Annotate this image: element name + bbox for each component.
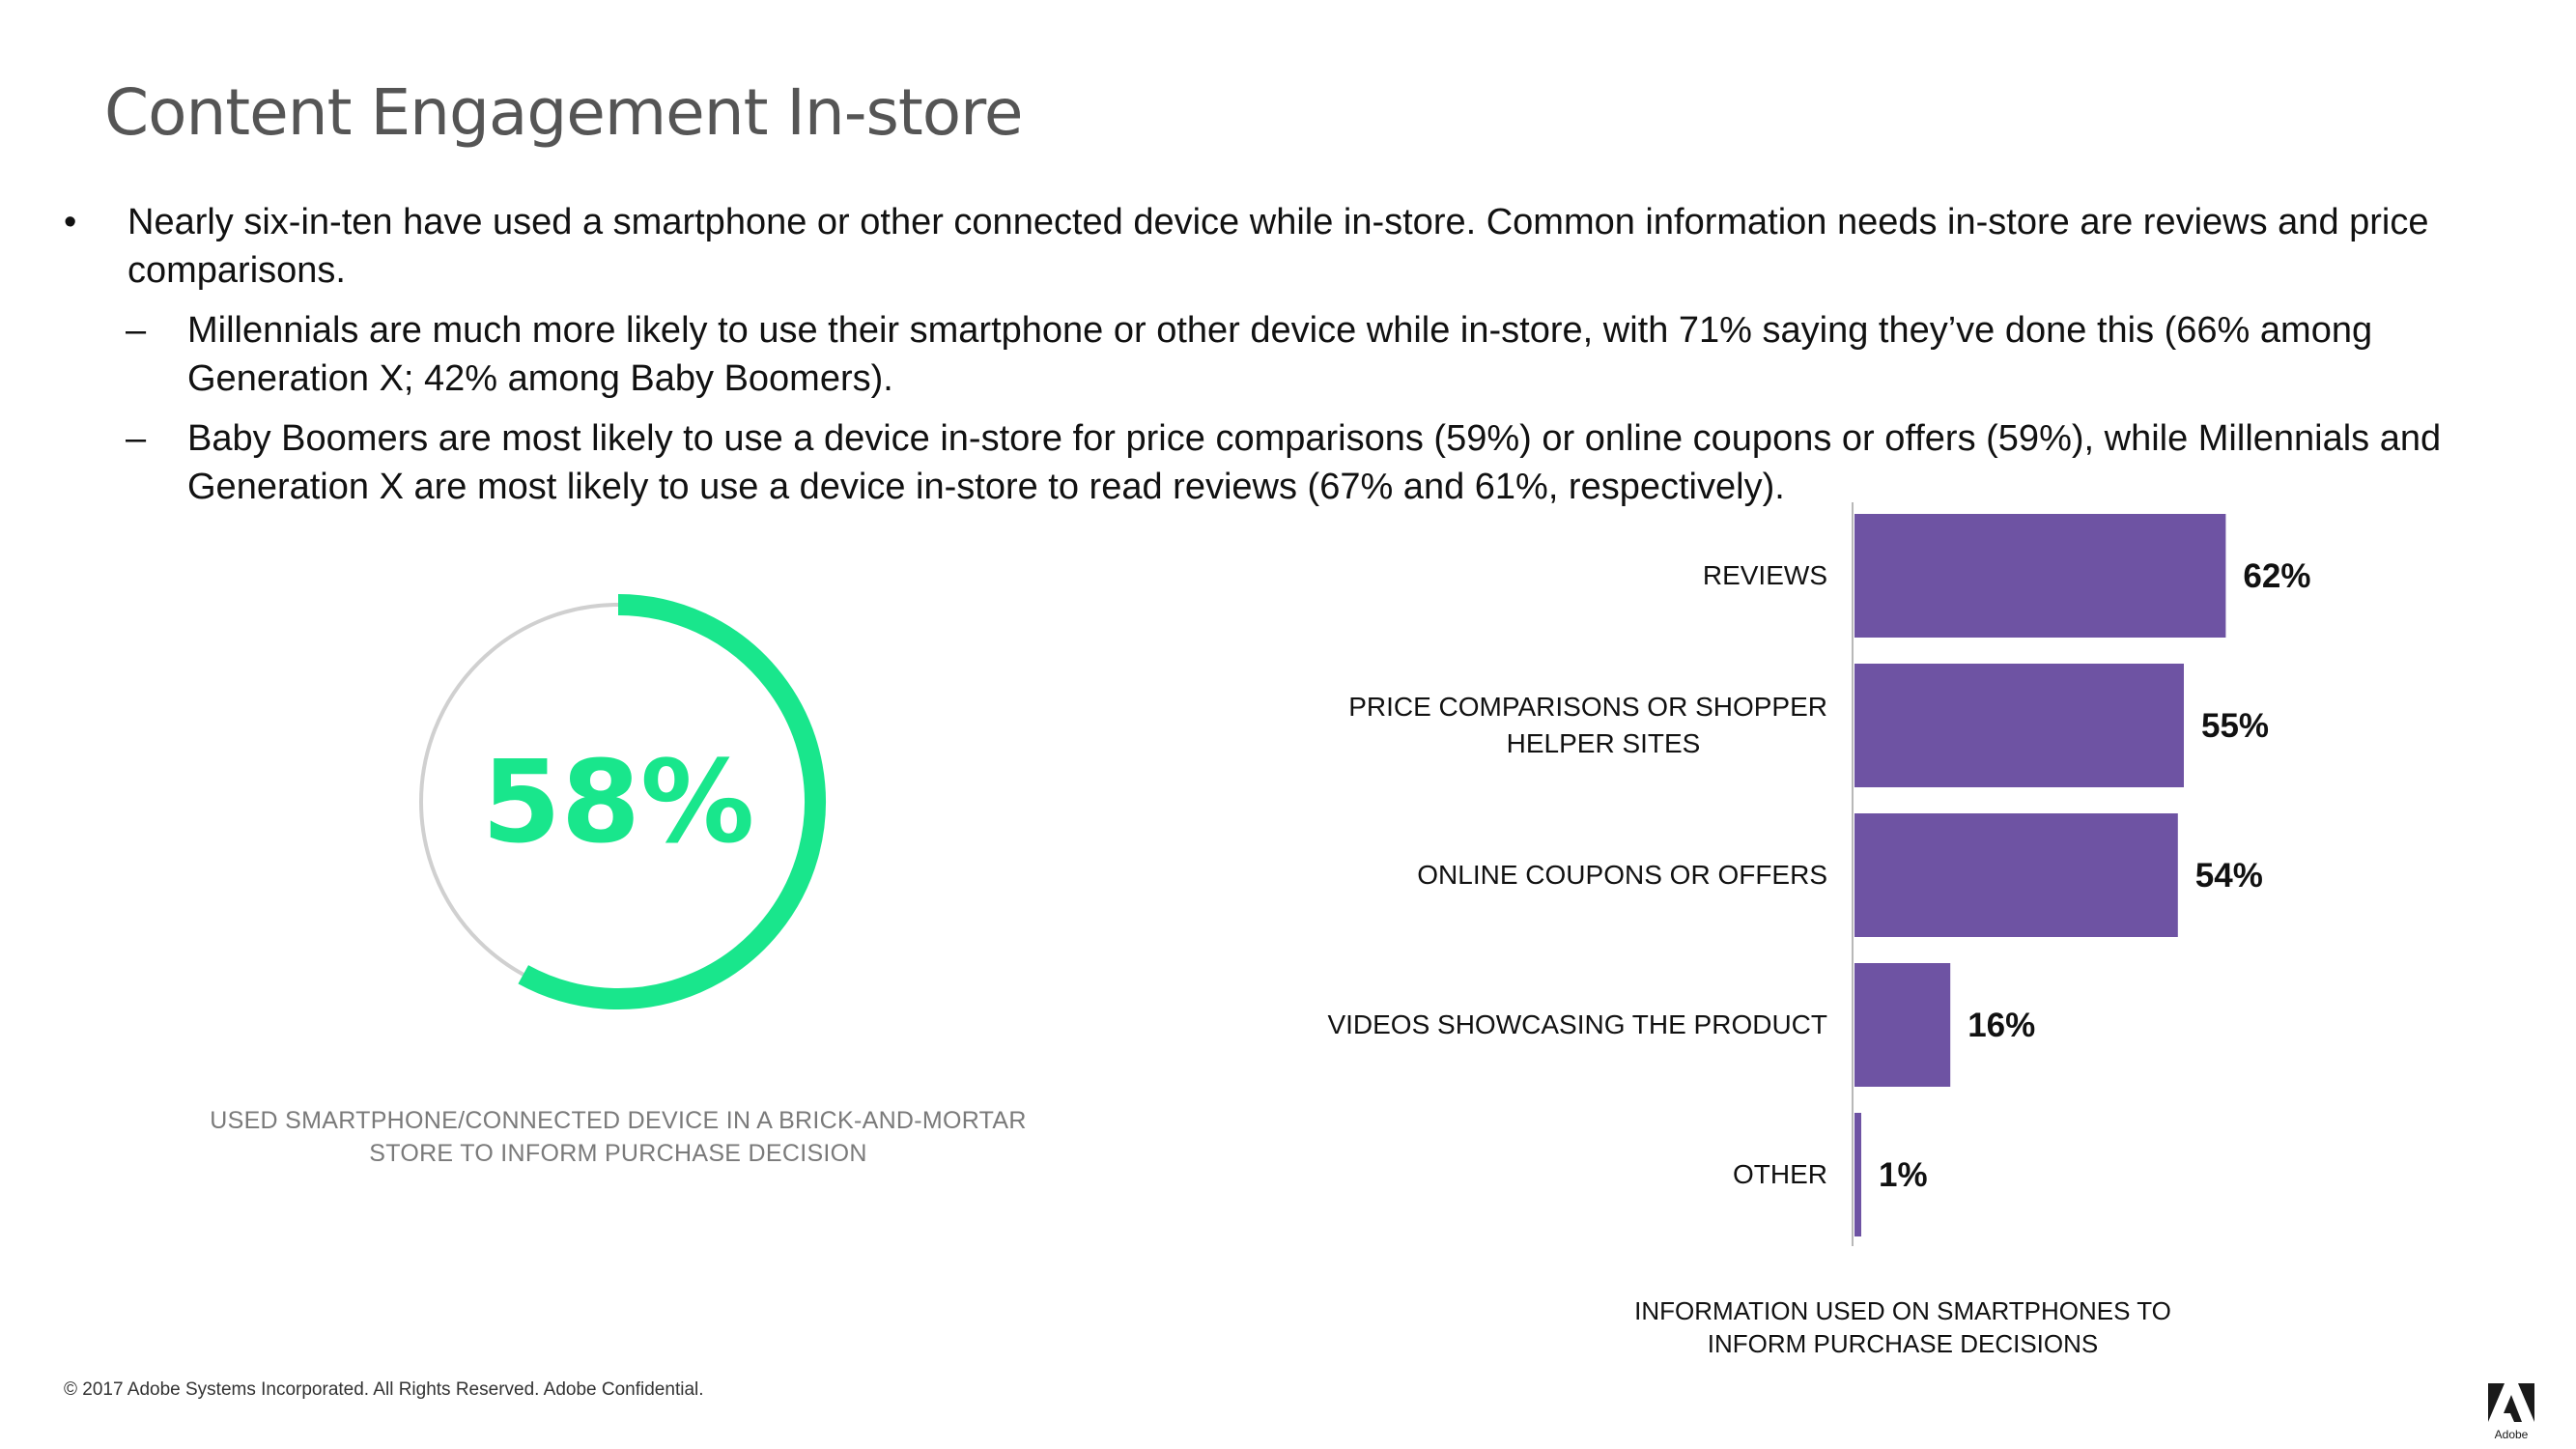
- bar: [1854, 1113, 1861, 1236]
- bar-value-label: 54%: [2195, 857, 2263, 895]
- bullet-list: • Nearly six-in-ten have used a smartpho…: [60, 198, 2513, 511]
- donut-caption-line: USED SMARTPHONE/CONNECTED DEVICE IN A BR…: [210, 1107, 1027, 1134]
- bar-value-label: 1%: [1879, 1156, 1928, 1194]
- bar-chart-caption-line: INFORM PURCHASE DECISIONS: [1707, 1329, 2099, 1358]
- bullet-item: • Nearly six-in-ten have used a smartpho…: [60, 198, 2513, 295]
- bullet-text: Nearly six-in-ten have used a smartphone…: [127, 202, 2429, 291]
- category-label: ONLINE COUPONS OR OFFERS: [1417, 860, 1827, 890]
- sub-bullet-item: – Baby Boomers are most likely to use a …: [60, 414, 2513, 511]
- donut-caption: USED SMARTPHONE/CONNECTED DEVICE IN A BR…: [203, 1104, 1033, 1170]
- bullet-mark: •: [64, 202, 77, 242]
- donut-chart: 58%: [396, 580, 840, 1024]
- category-label: PRICE COMPARISONS OR SHOPPER HELPER SITES: [1348, 692, 1827, 758]
- bar: [1854, 514, 2226, 638]
- sub-bullet-text: Baby Boomers are most likely to use a de…: [187, 418, 2442, 507]
- bar-value-label: 55%: [2201, 707, 2269, 745]
- bar: [1854, 664, 2184, 787]
- bar: [1854, 963, 1951, 1087]
- bar-chart-caption-line: INFORMATION USED ON SMARTPHONES TO: [1634, 1296, 2171, 1325]
- category-label: VIDEOS SHOWCASING THE PRODUCT: [1327, 1009, 1827, 1039]
- bar-value-label: 62%: [2243, 557, 2310, 595]
- copyright-footer: © 2017 Adobe Systems Incorporated. All R…: [64, 1379, 704, 1400]
- sub-bullet-item: – Millennials are much more likely to us…: [60, 306, 2513, 403]
- donut-svg: [419, 594, 826, 1009]
- bar-value-label: 16%: [1967, 1007, 2035, 1044]
- sub-bullet-mark: –: [126, 418, 147, 459]
- category-label: REVIEWS: [1703, 560, 1827, 590]
- bar: [1854, 813, 2178, 937]
- donut-value-arc: [518, 594, 826, 1009]
- adobe-logo-icon: Adobe: [2488, 1383, 2534, 1441]
- slide-title: Content Engagement In-store: [104, 75, 1023, 150]
- category-label: OTHER: [1733, 1159, 1827, 1189]
- bar-chart-caption: INFORMATION USED ON SMARTPHONES TO INFOR…: [1545, 1294, 2260, 1360]
- sub-bullet-text: Millennials are much more likely to use …: [187, 310, 2373, 399]
- sub-bullet-mark: –: [126, 310, 147, 351]
- donut-value-label: 58%: [481, 735, 755, 868]
- donut-caption-line: STORE TO INFORM PURCHASE DECISION: [369, 1140, 867, 1167]
- svg-text:Adobe: Adobe: [2495, 1428, 2529, 1441]
